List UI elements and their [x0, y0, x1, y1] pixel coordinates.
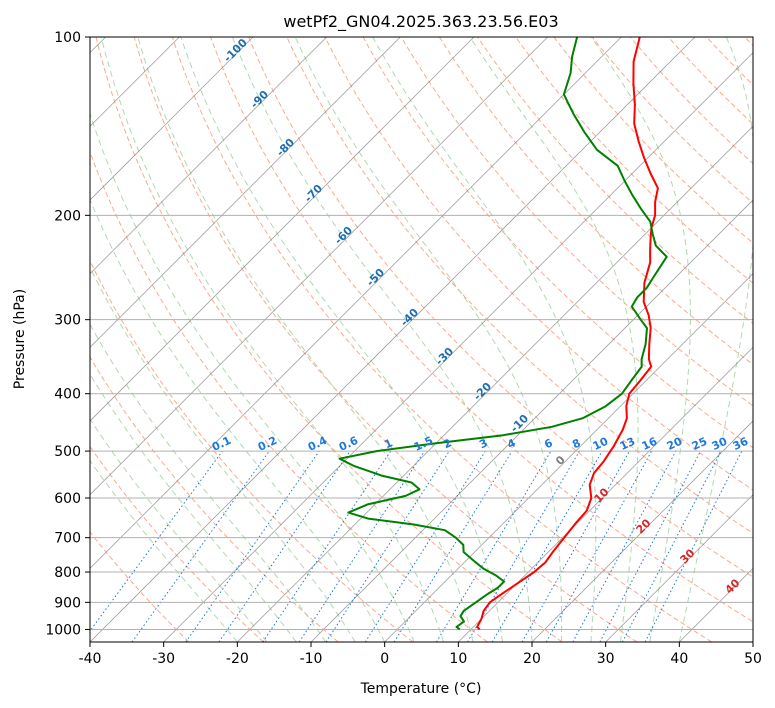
isotherm-line [384, 273, 753, 642]
y-tick-label: 400 [54, 387, 81, 403]
series-line-temperature [476, 37, 659, 631]
x-tick-label: -30 [152, 651, 175, 667]
moist-adiabat [590, 37, 691, 642]
isotherm-line [531, 420, 753, 642]
isotherm-line [90, 37, 475, 422]
moist-adiabat [100, 37, 445, 642]
isotherm-line [163, 52, 753, 642]
x-axis-title: Temperature (°C) [360, 681, 482, 697]
dry-adiabat [95, 37, 563, 642]
isotherm-line [458, 346, 753, 642]
mixing-ratio-label: 13 [618, 435, 637, 453]
x-tick-label: 40 [670, 651, 688, 667]
x-tick-label: 50 [744, 651, 762, 667]
mixing-ratio-label: 16 [640, 435, 660, 453]
isotherm-line [90, 37, 327, 275]
moist-adiabat [180, 37, 503, 642]
moist-adiabat [90, 459, 238, 642]
moist-adiabat [90, 266, 356, 642]
isotherm-line [605, 494, 753, 642]
dry-adiabat [286, 37, 753, 534]
dry-adiabat [477, 37, 753, 325]
dry-adiabat [400, 37, 753, 407]
moist-adiabat [469, 37, 639, 642]
dry-adiabat [90, 356, 339, 642]
x-tick-label: 10 [449, 651, 467, 667]
y-axis: 100 200 300 400 500 600 700 800 900 1000 [45, 30, 90, 638]
y-tick-label: 1000 [45, 622, 81, 638]
x-tick-label: -40 [79, 651, 102, 667]
mixing-ratio-line [325, 450, 450, 642]
y-tick-label: 100 [54, 30, 81, 46]
dry-adiabat [438, 37, 753, 366]
x-tick-label: 0 [380, 651, 389, 667]
moist-adiabat [294, 37, 563, 642]
mixing-ratio-line [218, 450, 351, 642]
moist-adiabat [90, 373, 297, 642]
mixing-ratio-label: 10 [591, 435, 611, 453]
x-axis: -40 -30 -20 -10 0 10 20 30 40 50 [79, 642, 762, 667]
moist-adiabat [678, 37, 753, 642]
mixing-ratio-line [491, 450, 603, 642]
isotherm-line [90, 37, 254, 201]
y-tick-label: 600 [54, 491, 81, 507]
isotherm-line [90, 37, 696, 642]
moist-adiabat [90, 198, 386, 642]
moist-adiabat [90, 323, 327, 642]
moist-adiabat [231, 37, 533, 642]
x-tick-label: -20 [226, 651, 249, 667]
moist-adiabat [90, 111, 415, 642]
mixing-ratio-line [364, 450, 486, 642]
isotherm-line [90, 37, 622, 569]
x-tick-label: 30 [597, 651, 615, 667]
x-tick-label: 20 [523, 651, 541, 667]
x-tick-label: -10 [300, 651, 323, 667]
mixing-ratio-line [185, 450, 320, 642]
dry-adiabat [248, 37, 753, 578]
y-tick-label: 300 [54, 313, 81, 329]
y-tick-label: 500 [54, 444, 81, 460]
series-layer [338, 37, 668, 631]
y-tick-label: 200 [54, 208, 81, 224]
background-lines [90, 37, 753, 642]
isotherm-line [90, 37, 548, 496]
dry-adiabat [553, 37, 753, 244]
plot-frame [89, 36, 754, 643]
y-tick-label: 700 [54, 531, 81, 547]
dry-adiabat [90, 259, 414, 642]
chart-title: wetPf2_GN04.2025.363.23.56.E03 [283, 12, 558, 32]
dry-adiabat [90, 531, 190, 642]
mixing-ratio-line [393, 450, 513, 642]
dry-adiabat [171, 37, 712, 642]
dry-adiabat [324, 37, 753, 491]
mixing-ratio-label: 30 [710, 435, 730, 453]
y-axis-title: Pressure (hPa) [12, 289, 28, 389]
mixing-ratio-label: 20 [665, 435, 685, 453]
mixing-ratio-line [521, 450, 630, 642]
dry-adiabat [90, 150, 488, 642]
mixing-ratio-line [572, 450, 677, 642]
isotherm-line [310, 199, 753, 642]
moist-adiabat [90, 418, 268, 642]
y-tick-label: 900 [54, 595, 81, 611]
mixing-ratio-label: 25 [690, 435, 709, 453]
mixing-ratio-line [467, 450, 580, 642]
y-tick-label: 800 [54, 565, 81, 581]
mixing-ratio-line [435, 450, 552, 642]
dry-adiabat [591, 37, 753, 204]
isotherm-line [90, 37, 401, 348]
isotherm-line [237, 125, 753, 642]
pressure-grid [90, 37, 753, 630]
moist-adiabat [372, 37, 597, 642]
mixing-ratio-line [545, 450, 653, 642]
series-line-dewpoint [338, 37, 668, 631]
dry-adiabat [133, 37, 638, 642]
mixing-ratio-label: 36 [731, 435, 751, 453]
